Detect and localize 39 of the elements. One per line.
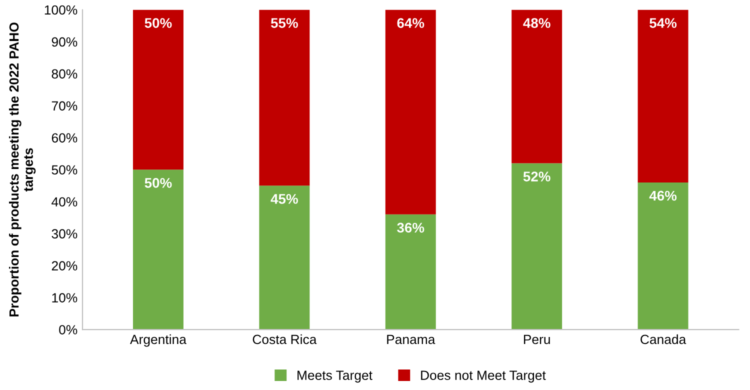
bar xyxy=(259,186,310,330)
bar xyxy=(132,10,184,170)
x-tick-label: Costa Rica xyxy=(252,334,317,344)
y-tick-label: 20% xyxy=(52,261,78,270)
y-tick-label: 10% xyxy=(52,293,78,302)
y-tick-label: 30% xyxy=(52,229,78,239)
y-tick-label: 40% xyxy=(52,197,78,207)
data-label: 45% xyxy=(270,194,298,204)
data-label: 52% xyxy=(523,172,550,182)
data-label: 50% xyxy=(144,178,172,188)
y-tick-label: 80% xyxy=(52,69,78,79)
legend-label: Meets Target xyxy=(298,370,372,383)
bar xyxy=(638,10,688,182)
data-label: 50% xyxy=(144,18,172,28)
bar xyxy=(132,170,184,330)
data-label: 46% xyxy=(649,190,677,201)
x-tick-label: Peru xyxy=(524,334,550,344)
y-tick-label: 60% xyxy=(52,133,78,143)
y-axis-title: Proportion of products meeting the 2022 PAHO targets xyxy=(9,22,36,316)
x-tick-label: Canada xyxy=(640,334,686,344)
bar xyxy=(638,182,688,330)
data-label: 54% xyxy=(650,18,677,28)
data-label: 36% xyxy=(397,222,424,233)
legend-label: Does not Meet Target xyxy=(421,370,546,383)
y-tick-label: 0% xyxy=(59,325,78,334)
y-tick-label: 100% xyxy=(44,5,78,15)
data-label: 48% xyxy=(523,18,550,28)
bar xyxy=(512,163,562,330)
data-label: 55% xyxy=(270,18,298,28)
bar xyxy=(512,10,562,164)
x-tick-label: Argentina xyxy=(130,334,186,347)
x-tick-label: Panama xyxy=(387,334,436,344)
y-tick-label: 70% xyxy=(52,101,78,111)
bar xyxy=(385,214,436,330)
y-tick-label: 90% xyxy=(52,37,78,47)
y-tick-label: 50% xyxy=(52,165,78,175)
data-label: 64% xyxy=(397,18,424,28)
bar xyxy=(385,10,436,214)
bar xyxy=(259,10,310,186)
